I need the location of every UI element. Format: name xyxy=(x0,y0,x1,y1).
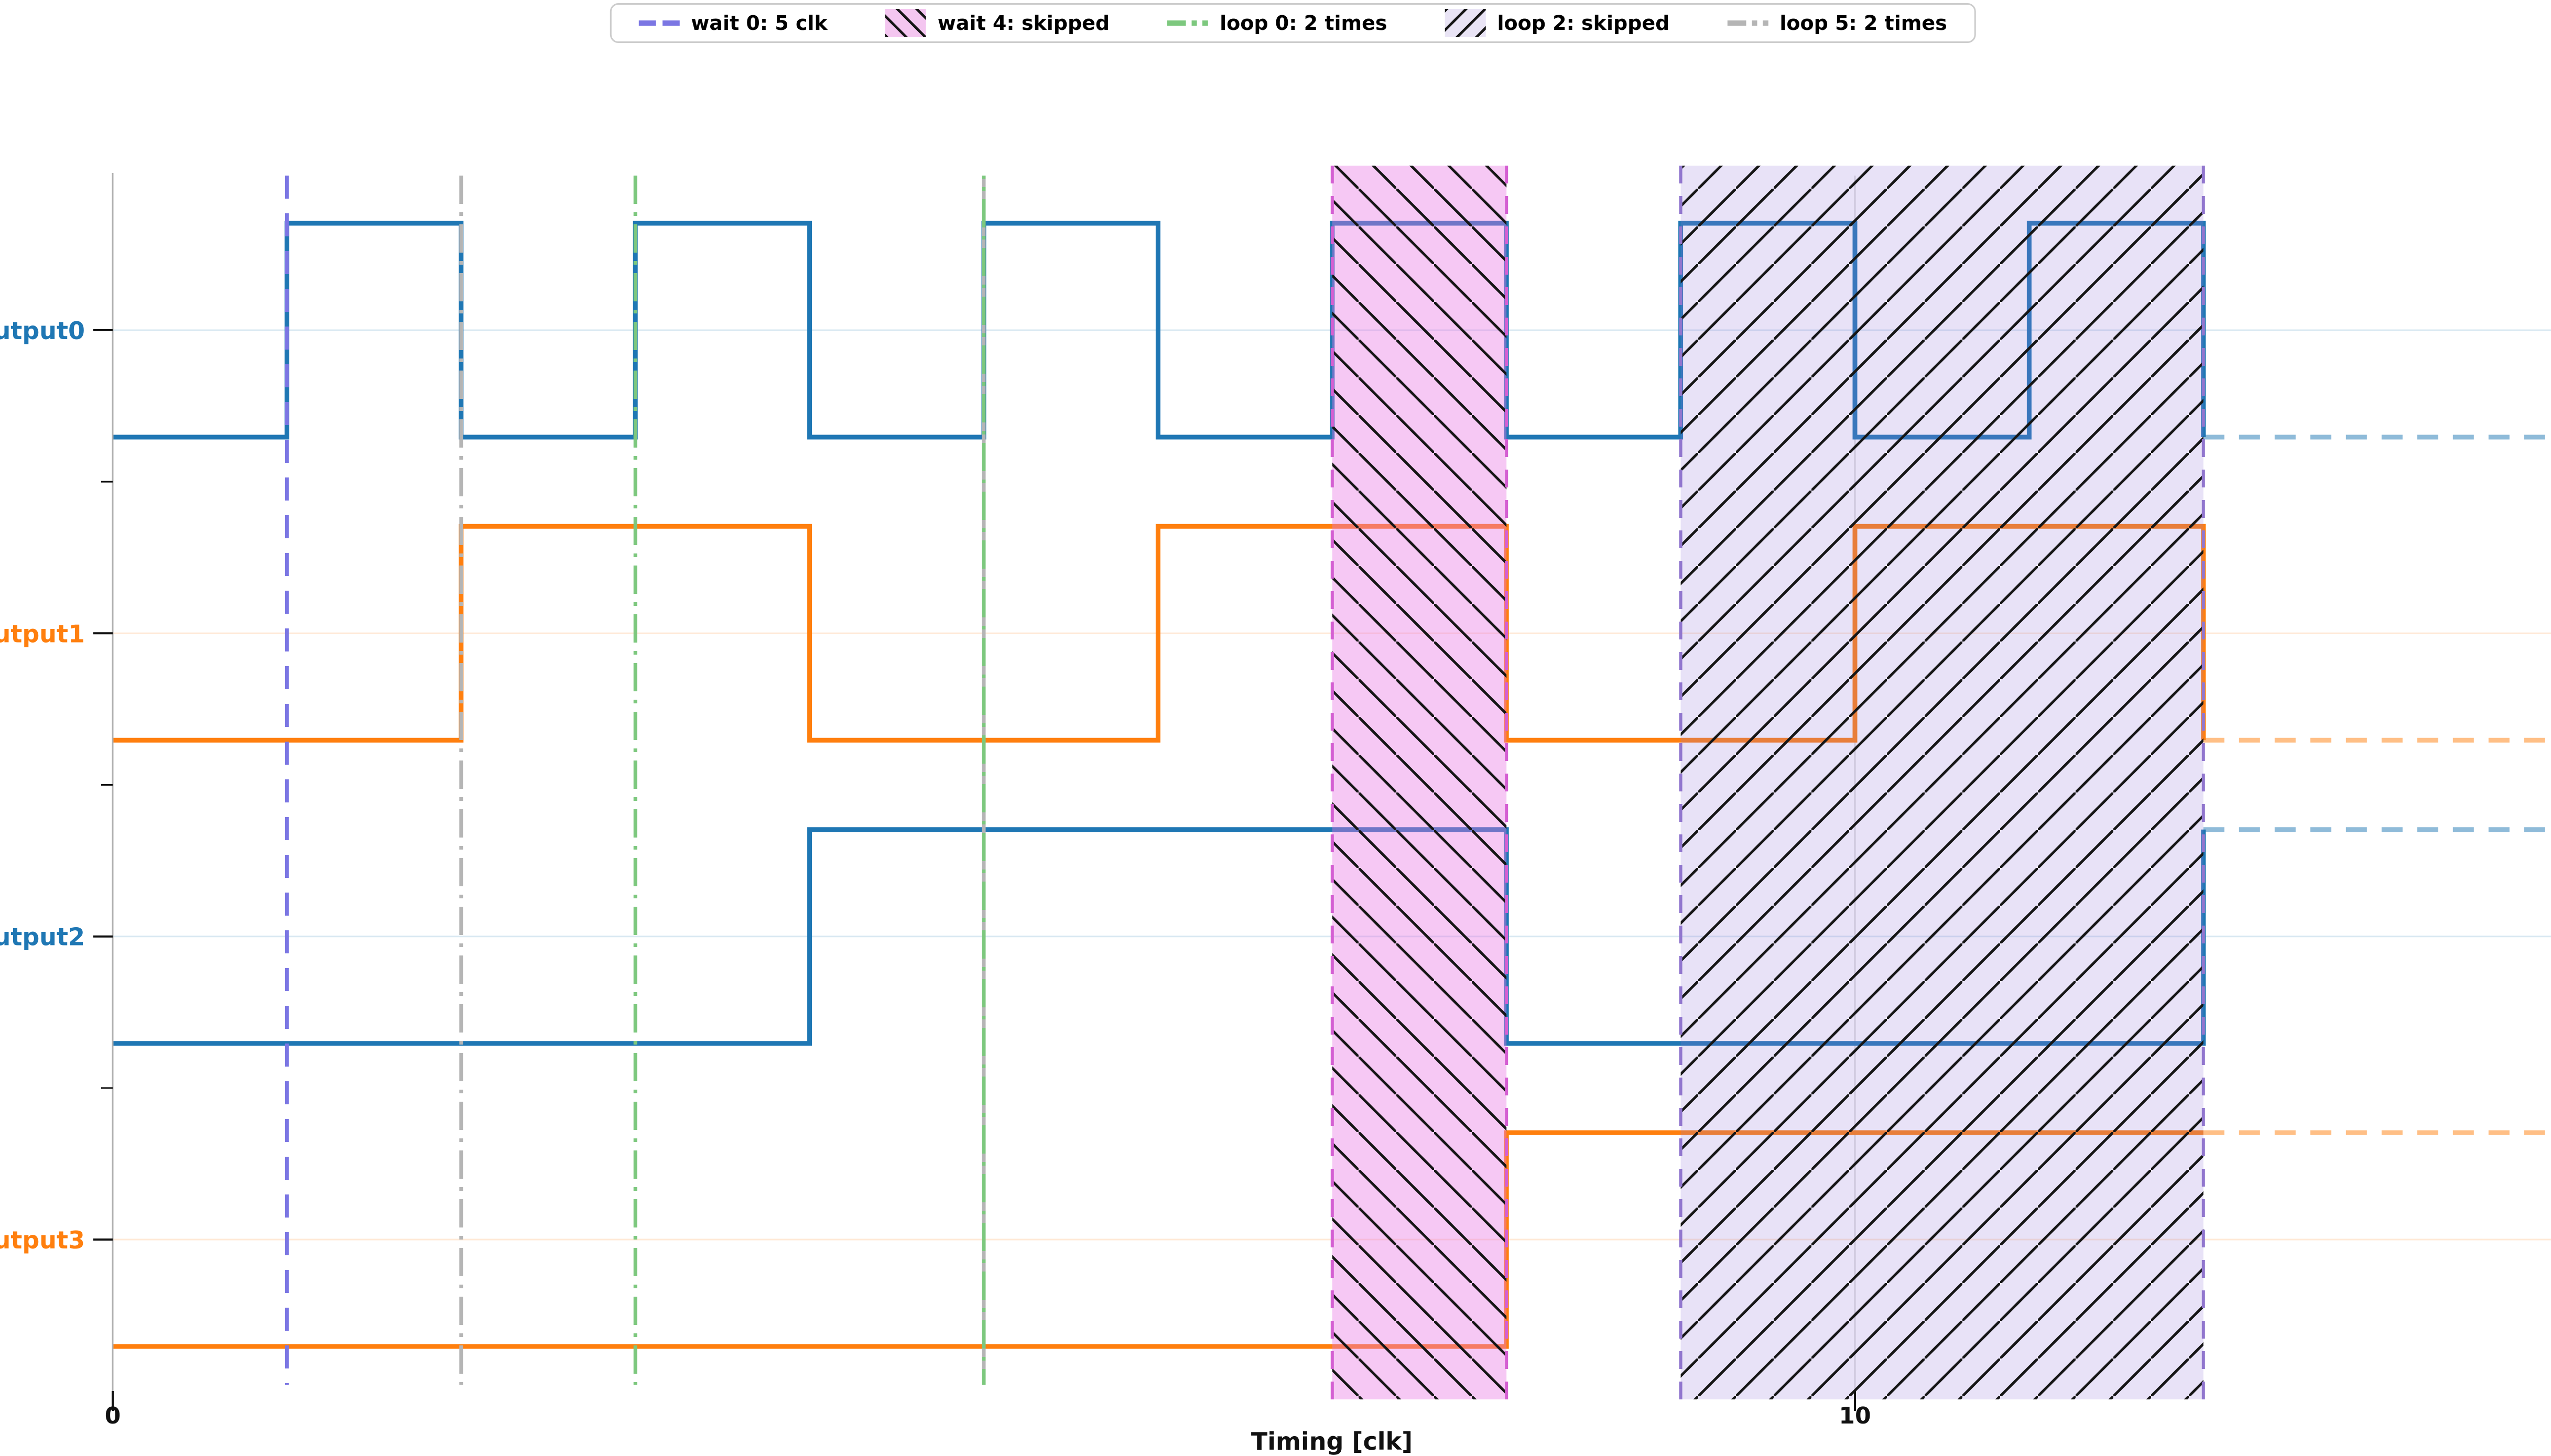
region-hatch-1 xyxy=(1680,166,2203,1399)
legend-item-loop2: loop 2: skipped xyxy=(1445,9,1670,37)
y-axis-label-output0: output0 xyxy=(0,317,85,345)
dashdot-line-swatch xyxy=(1727,20,1768,26)
legend-label: loop 0: 2 times xyxy=(1220,12,1387,35)
region-hatch-0 xyxy=(1332,166,1507,1399)
y-axis-label-output3: output3 xyxy=(0,1226,85,1254)
skipped-regions-layer xyxy=(1330,166,2205,1399)
x-tick-label-0: 0 xyxy=(105,1403,121,1429)
y-axis-label-output2: output2 xyxy=(0,923,85,951)
x-tick-label-1: 10 xyxy=(1839,1403,1871,1429)
legend-label: loop 5: 2 times xyxy=(1779,12,1947,35)
legend-item-wait0: wait 0: 5 clk xyxy=(638,12,828,35)
instruction-markers-layer xyxy=(285,176,986,1385)
y-axis-label-output1: output1 xyxy=(0,620,85,648)
legend: wait 0: 5 clk wait 4: skipped loop 0: 2 … xyxy=(610,3,1976,43)
backslash-hatch-swatch xyxy=(885,9,926,37)
labels-layer: output0 output1 output2 output3 0 10 Tim… xyxy=(0,317,1871,1455)
dashdot-line-swatch xyxy=(1167,20,1209,26)
x-axis-title: Timing [clk] xyxy=(1251,1427,1413,1455)
legend-label: loop 2: skipped xyxy=(1497,12,1670,35)
legend-label: wait 0: 5 clk xyxy=(691,12,828,35)
legend-label: wait 4: skipped xyxy=(937,12,1110,35)
legend-item-wait4: wait 4: skipped xyxy=(885,9,1110,37)
legend-item-loop5: loop 5: 2 times xyxy=(1727,12,1947,35)
axes-layer xyxy=(93,173,1856,1411)
dashed-line-swatch xyxy=(638,20,680,26)
slash-hatch-swatch xyxy=(1445,9,1486,37)
legend-item-loop0: loop 0: 2 times xyxy=(1167,12,1387,35)
